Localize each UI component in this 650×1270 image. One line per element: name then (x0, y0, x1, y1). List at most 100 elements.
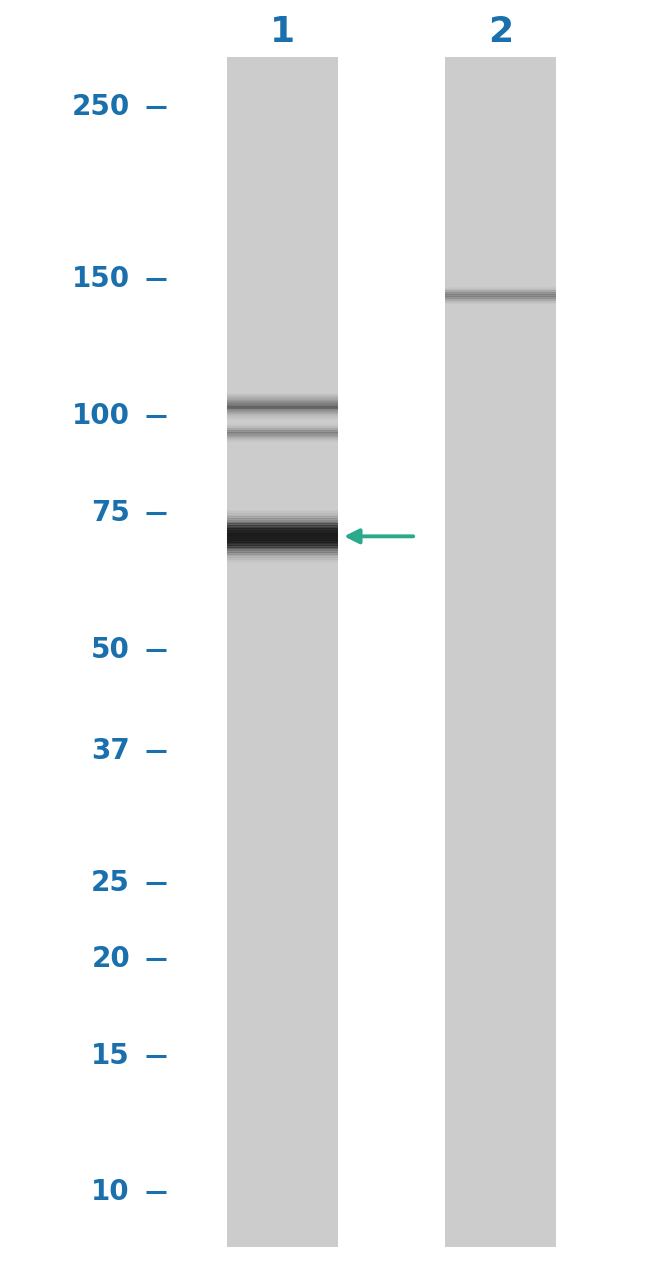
Bar (227, 417, 338, 419)
Bar (227, 538, 338, 542)
Bar (227, 409, 338, 411)
Bar (227, 439, 338, 441)
Bar (227, 406, 338, 409)
Bar (445, 302, 556, 304)
Bar (445, 288, 556, 290)
Bar (445, 291, 556, 292)
Bar (227, 429, 338, 432)
Text: 37: 37 (91, 738, 130, 766)
Bar (227, 399, 338, 400)
Bar (227, 434, 338, 436)
Text: 15: 15 (91, 1041, 130, 1069)
Bar (445, 290, 556, 291)
Bar (227, 519, 338, 523)
Bar (445, 57, 556, 1247)
Bar (227, 544, 338, 547)
Bar (227, 425, 338, 427)
Bar (227, 547, 338, 551)
Bar (227, 427, 338, 428)
Bar (227, 436, 338, 437)
Text: 50: 50 (91, 636, 130, 664)
Bar (227, 395, 338, 398)
Bar (227, 396, 338, 399)
Bar (227, 428, 338, 429)
Bar (227, 441, 338, 442)
Bar (445, 302, 556, 304)
Bar (445, 297, 556, 298)
Bar (227, 535, 338, 540)
Bar (227, 554, 338, 558)
Text: 2: 2 (488, 15, 513, 48)
Bar (227, 518, 338, 522)
Bar (227, 438, 338, 439)
Bar (227, 405, 338, 406)
Bar (227, 559, 338, 563)
Bar (227, 512, 338, 516)
Bar (227, 438, 338, 439)
Bar (227, 437, 338, 438)
Bar (227, 395, 338, 396)
Text: 100: 100 (72, 403, 130, 431)
Bar (227, 408, 338, 410)
Text: 250: 250 (72, 93, 130, 121)
Bar (227, 537, 338, 541)
Bar (227, 434, 338, 437)
Bar (227, 398, 338, 399)
Text: 150: 150 (72, 265, 130, 293)
Text: 1: 1 (270, 15, 295, 48)
Bar (445, 292, 556, 293)
Bar (227, 394, 338, 396)
Bar (227, 525, 338, 528)
Bar (445, 304, 556, 305)
Bar (445, 295, 556, 296)
Bar (445, 287, 556, 288)
Bar (227, 527, 338, 531)
Bar (227, 436, 338, 438)
Bar (227, 530, 338, 535)
Bar (445, 296, 556, 298)
Bar (227, 558, 338, 561)
Bar (227, 408, 338, 409)
Bar (227, 517, 338, 521)
Bar (227, 432, 338, 433)
Bar (227, 545, 338, 550)
Bar (227, 429, 338, 431)
Bar (227, 428, 338, 429)
Bar (445, 290, 556, 291)
Bar (227, 532, 338, 536)
Bar (227, 405, 338, 408)
Bar (227, 401, 338, 404)
Bar (227, 425, 338, 427)
Text: 25: 25 (91, 870, 130, 898)
Bar (445, 293, 556, 295)
Bar (227, 400, 338, 403)
Bar (227, 433, 338, 436)
Bar (227, 533, 338, 537)
Bar (227, 399, 338, 401)
Bar (227, 433, 338, 434)
Bar (227, 513, 338, 517)
Bar (227, 432, 338, 434)
Bar (227, 542, 338, 546)
Bar (227, 418, 338, 419)
Bar (227, 392, 338, 395)
Bar (227, 403, 338, 405)
Bar (445, 298, 556, 300)
Bar (445, 297, 556, 300)
Bar (227, 410, 338, 413)
Bar (227, 404, 338, 406)
Bar (227, 439, 338, 441)
Bar (227, 528, 338, 532)
Bar (227, 549, 338, 552)
Bar (227, 431, 338, 432)
Bar (227, 415, 338, 417)
Bar (227, 431, 338, 433)
Bar (445, 288, 556, 290)
Text: 20: 20 (91, 945, 130, 973)
Bar (445, 292, 556, 293)
Bar (227, 411, 338, 413)
Bar (445, 287, 556, 288)
Bar (445, 293, 556, 296)
Bar (227, 413, 338, 415)
Bar (227, 441, 338, 442)
